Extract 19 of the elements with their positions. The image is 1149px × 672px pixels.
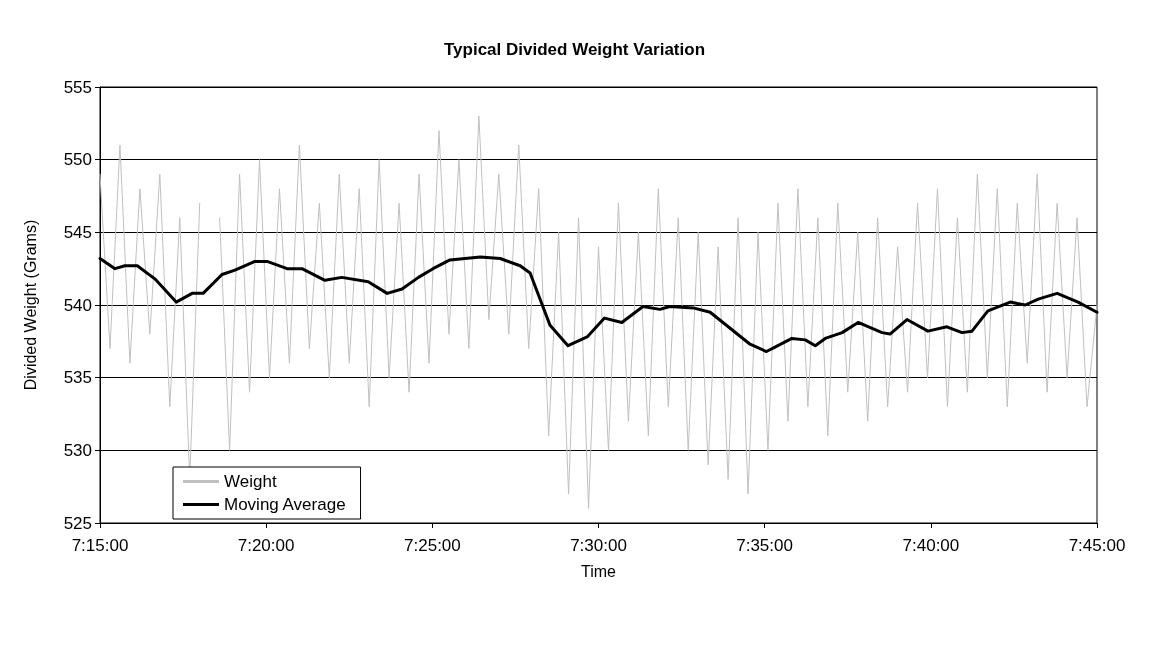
x-tick-label: 7:15:00 <box>71 536 129 555</box>
legend-label: Moving Average <box>224 495 346 514</box>
y-tick-label: 545 <box>63 222 92 242</box>
y-tick-label: 555 <box>63 77 92 97</box>
x-tick-label: 7:30:00 <box>570 536 627 555</box>
chart-title: Typical Divided Weight Variation <box>443 40 706 59</box>
x-tick-label: 7:25:00 <box>404 536 461 555</box>
x-tick-label: 7:40:00 <box>902 536 960 555</box>
x-tick-label: 7:20:00 <box>237 536 295 555</box>
y-tick-label: 540 <box>63 295 92 315</box>
y-tick-label: 525 <box>63 513 92 533</box>
y-axis-title: Divided Weight (Grams) <box>21 219 39 391</box>
legend-label: Weight <box>224 472 277 491</box>
y-tick-label: 530 <box>63 440 92 460</box>
y-tick-label: 550 <box>63 150 92 170</box>
x-tick-label: 7:35:00 <box>736 536 793 555</box>
x-axis-title: Time <box>581 562 617 580</box>
x-tick-label: 7:45:00 <box>1068 536 1126 555</box>
y-tick-label: 535 <box>63 368 92 388</box>
